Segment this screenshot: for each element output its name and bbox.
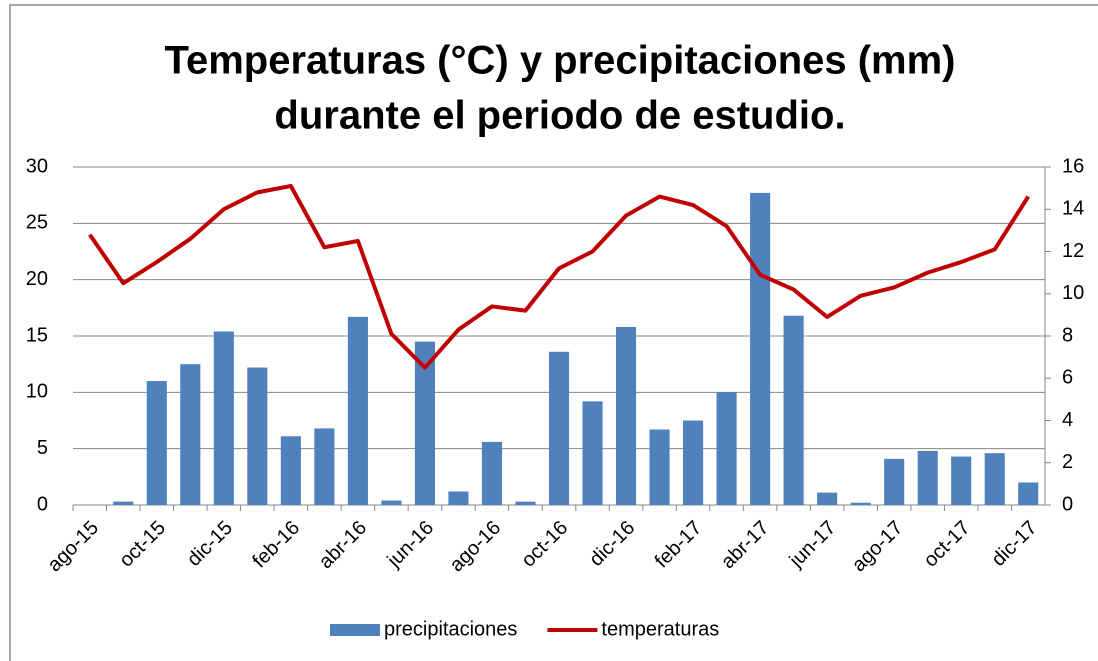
y-tick-label: 25	[26, 212, 48, 234]
x-tick-label: abr-17	[717, 517, 773, 573]
bar	[180, 364, 201, 505]
y-tick-label: 0	[37, 493, 48, 515]
bar	[615, 326, 637, 505]
bar	[347, 316, 368, 505]
bar	[448, 491, 469, 505]
y2-tick-label: 16	[1062, 155, 1084, 177]
bar	[817, 492, 838, 505]
bar	[850, 502, 871, 505]
y-tick-label: 30	[26, 155, 48, 177]
y2-tick-label: 4	[1062, 409, 1073, 431]
legend-swatch	[330, 624, 380, 636]
y-tick-label: 5	[37, 437, 48, 459]
y2-tick-label: 12	[1062, 240, 1084, 262]
y2-tick-label: 8	[1062, 324, 1073, 346]
bar	[314, 428, 335, 505]
y2-tick-label: 14	[1062, 198, 1084, 220]
bar	[515, 501, 536, 505]
y-tick-label: 20	[26, 268, 48, 290]
x-tick-label: oct-17	[920, 517, 975, 572]
x-tick-label: dic-15	[183, 517, 237, 571]
bar	[280, 436, 301, 505]
x-tick-label: jun-16	[383, 517, 439, 573]
bar	[381, 500, 402, 505]
x-tick-label: oct-15	[115, 517, 170, 572]
x-tick-label: ago-17	[848, 517, 908, 577]
bar	[783, 315, 804, 505]
x-tick-label: ago-16	[446, 517, 506, 577]
x-tick-label: ago-15	[43, 517, 103, 577]
bar	[951, 456, 972, 505]
legend-label: temperaturas	[601, 618, 719, 640]
bar	[1018, 482, 1039, 505]
bar	[984, 453, 1005, 505]
x-tick-label: feb-17	[651, 517, 707, 573]
bar	[113, 501, 134, 505]
bar	[213, 331, 234, 505]
chart-title: durante el periodo de estudio.	[274, 94, 845, 138]
bar	[481, 441, 503, 505]
bar	[146, 381, 167, 505]
bar	[649, 429, 670, 505]
bar	[917, 450, 938, 505]
bar	[884, 458, 905, 505]
x-tick-label: feb-16	[248, 517, 304, 573]
y-tick-label: 10	[26, 381, 48, 403]
x-tick-label: dic-17	[987, 517, 1041, 571]
y2-tick-label: 0	[1062, 493, 1073, 515]
bar	[247, 367, 268, 505]
bar	[582, 401, 603, 505]
y2-tick-label: 2	[1062, 451, 1073, 473]
bar	[716, 392, 737, 505]
bar	[414, 341, 435, 505]
line	[88, 184, 1030, 370]
bar	[750, 192, 771, 505]
bar	[548, 351, 570, 505]
chart-frame	[9, 4, 1098, 661]
y2-tick-label: 10	[1062, 282, 1084, 304]
x-tick-label: oct-16	[517, 517, 572, 572]
y2-tick-label: 6	[1062, 367, 1073, 389]
bar	[683, 420, 704, 505]
x-tick-label: abr-16	[315, 517, 371, 573]
x-tick-label: dic-16	[585, 517, 639, 571]
y-tick-label: 15	[26, 324, 48, 346]
chart-title: Temperaturas (°C) y precipitaciones (mm)	[164, 39, 955, 83]
x-tick-label: jun-17	[785, 517, 841, 573]
legend-label: precipitaciones	[384, 618, 517, 640]
